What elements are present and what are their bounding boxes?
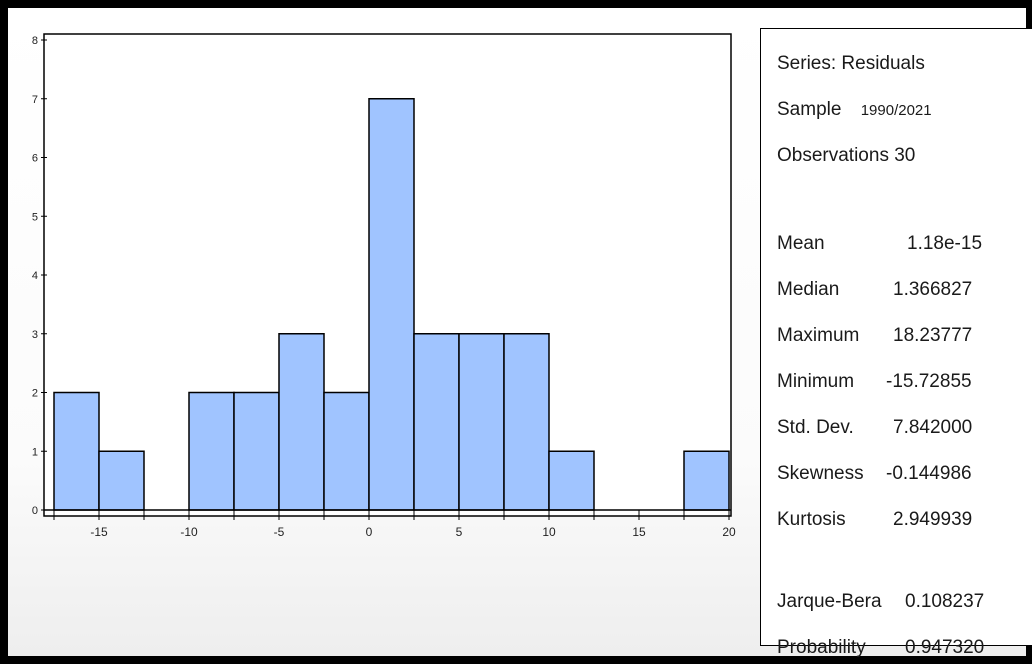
y-tick-label-3: 3 [32,329,38,341]
x-tick-label--10: -10 [180,525,198,539]
histogram-bar-8 [413,333,460,511]
stat-value-probability: 0.947320 [905,637,985,658]
histogram-bar-11 [548,450,595,511]
x-tick-label--15: -15 [90,525,108,539]
stat-value-maximum: 18.23777 [893,325,973,346]
stat-value-minimum: -15.72855 [886,371,972,392]
stat-label-minimum: Minimum [777,371,855,392]
eviews-histogram-window: 0 1 2 3 4 5 6 7 8 -15 -10 -5 0 5 10 15 20 Series: Residu… [8,8,1032,658]
stat-label-maximum: Maximum [777,325,860,346]
sample-label: Sample 1990/2021 [777,99,932,121]
stat-label-jarque-bera: Jarque-Bera [777,591,882,612]
histogram-bar-3 [188,391,235,511]
observations-count: Observations 30 [777,145,916,166]
stat-label-median: Median [777,279,840,300]
x-tick-label-0: 0 [366,525,373,539]
y-tick-label-6: 6 [32,153,38,165]
stat-label-std-dev: Std. Dev. [777,417,854,438]
histogram-bar-6 [323,391,370,511]
histogram-bar-9 [458,333,505,511]
x-tick-label-5: 5 [456,525,463,539]
stat-label-mean: Mean [777,233,825,254]
y-tick-label-8: 8 [32,35,38,47]
stat-value-std-dev: 7.842000 [893,417,973,438]
stat-value-skewness: -0.144986 [886,463,972,484]
histogram-bar-0 [53,391,100,511]
series-name: Series: Residuals [777,53,925,74]
y-tick-label-1: 1 [32,446,38,458]
stat-label-probability: Probability [777,637,866,658]
sample-range: 1990/2021 [860,102,932,119]
histogram-bar-10 [503,333,550,511]
y-tick-label-0: 0 [32,505,38,517]
descriptive-statistics-panel: Series: Residuals Sample 1990/2021 Obser… [760,28,1032,658]
stat-value-median: 1.366827 [893,279,973,300]
stat-label-kurtosis: Kurtosis [777,509,846,530]
stat-value-mean: 1.18e-15 [907,233,983,254]
stat-value-jarque-bera: 0.108237 [905,591,985,612]
x-tick-label-10: 10 [542,525,556,539]
y-tick-label-4: 4 [32,270,38,282]
x-tick-label--5: -5 [274,525,285,539]
y-tick-label-5: 5 [32,211,38,223]
histogram-bar-1 [98,450,145,511]
histogram-bar-5 [278,333,325,511]
histogram-bar-4 [233,391,280,511]
histogram-chart: 0 1 2 3 4 5 6 7 8 -15 -10 -5 0 5 10 15 20 [32,33,736,539]
histogram-bar-7 [368,98,415,511]
histogram-bar-14 [683,450,730,511]
stat-value-kurtosis: 2.949939 [893,509,973,530]
stat-label-skewness: Skewness [777,463,864,484]
x-tick-label-20: 20 [722,525,736,539]
sample-label-text: Sample [777,99,842,120]
y-tick-label-2: 2 [32,388,38,400]
y-tick-label-7: 7 [32,94,38,106]
x-tick-label-15: 15 [632,525,646,539]
